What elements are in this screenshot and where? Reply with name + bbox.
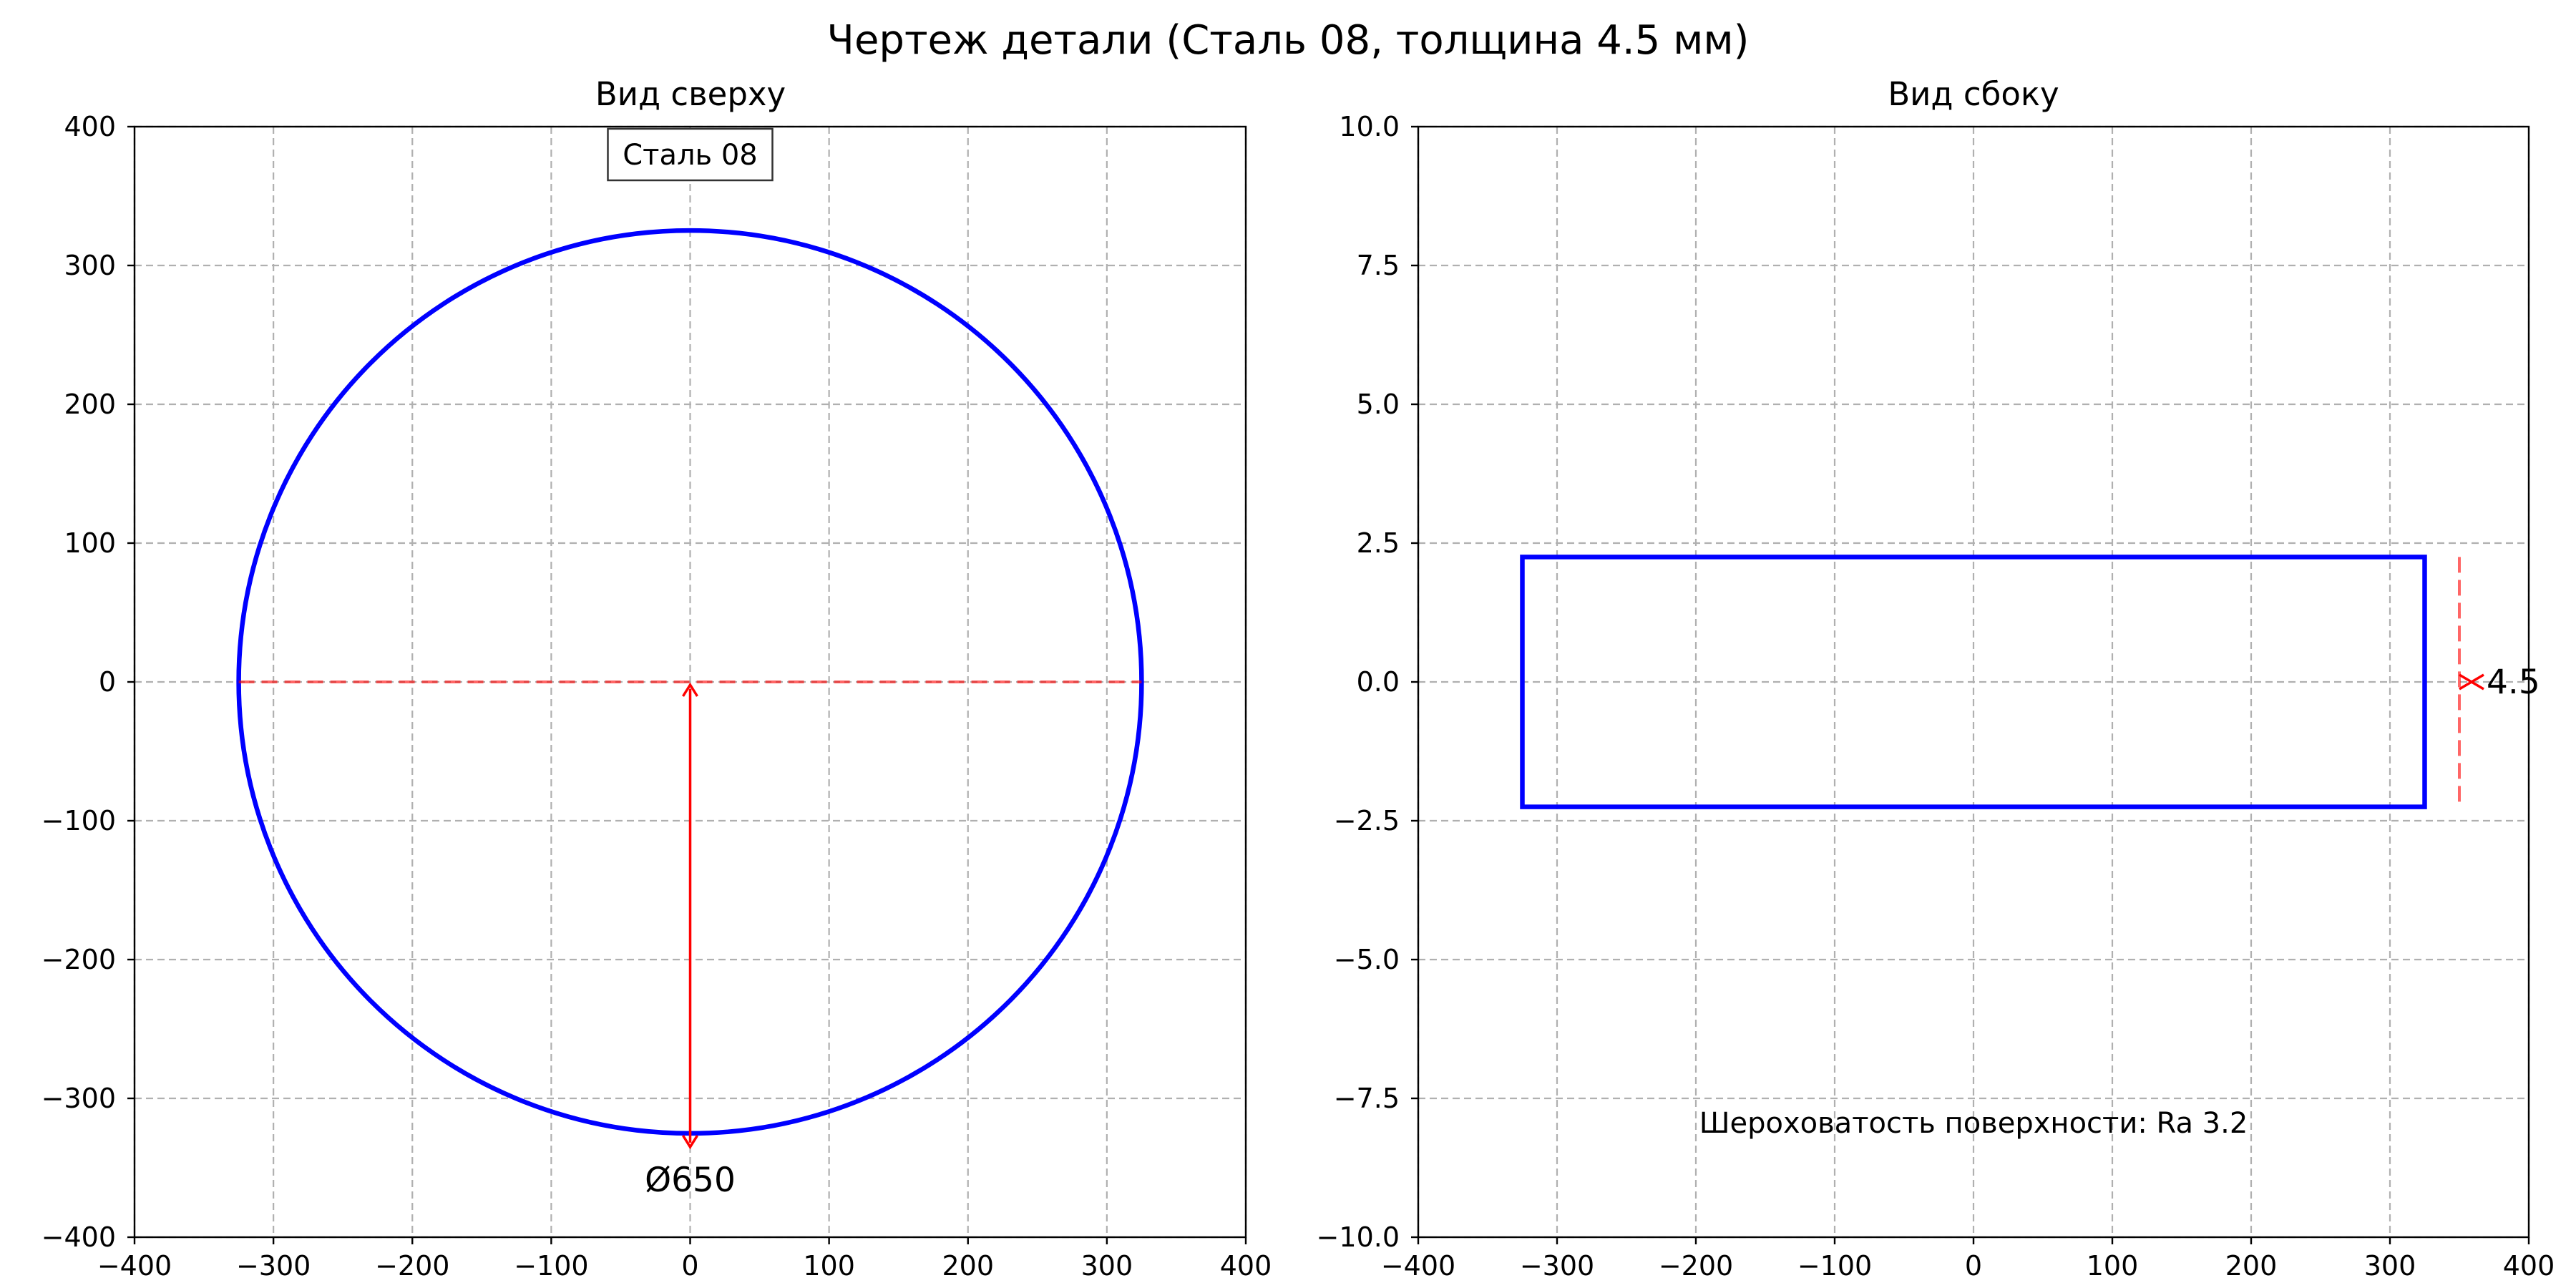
x-tick-label: −300 (236, 1250, 311, 1282)
figure-title: Чертеж детали (Сталь 08, толщина 4.5 мм) (827, 17, 1750, 64)
side-view-axes: Вид сбоку 4.5 Шероховатость поверхности: … (1317, 75, 2555, 1282)
y-tick-label: 5.0 (1357, 389, 1400, 420)
x-tick-label: 0 (1965, 1250, 1982, 1282)
x-tick-label: 100 (803, 1250, 855, 1282)
material-box (607, 127, 774, 182)
y-tick-label: −400 (42, 1221, 116, 1253)
thickness-marker (2459, 673, 2484, 691)
y-tick-label: 300 (64, 250, 116, 281)
top-view-title: Вид сверху (595, 75, 786, 113)
y-tick-label: −200 (42, 944, 116, 975)
x-tick-label: 300 (2364, 1250, 2416, 1282)
x-tick-label: 400 (2503, 1250, 2555, 1282)
top-view-marks: Ø650 Сталь 08 (236, 127, 1144, 1200)
y-tick-label: 200 (64, 389, 116, 420)
side-view-frame (1417, 125, 2530, 1239)
y-tick-label: −10.0 (1317, 1221, 1400, 1253)
x-tick-label: −300 (1520, 1250, 1594, 1282)
y-tick-label: −5.0 (1334, 944, 1400, 975)
x-tick-label: −200 (1659, 1250, 1733, 1282)
x-tick-label: 100 (2087, 1250, 2139, 1282)
y-tick-label: −7.5 (1334, 1083, 1400, 1114)
y-tick-label: 10.0 (1339, 111, 1400, 142)
x-tick-label: −400 (97, 1250, 172, 1282)
part-section-rectangle (1520, 555, 2427, 809)
x-tick-label: 200 (942, 1250, 994, 1282)
thickness-label: 4.5 (2487, 663, 2540, 702)
y-tick-label: −100 (42, 805, 116, 836)
x-tick-label: −100 (514, 1250, 588, 1282)
side-view-ticks: −400 −300 −200 −100 0 100 200 300 400 −10.0 −7.5 −5… (1317, 111, 2555, 1282)
top-view-ticks: −400 −300 −200 −100 0 100 200 300 400 −400 −300 −20… (42, 111, 1272, 1282)
roughness-note: Шероховатость поверхности: Ra 3.2 (1699, 1107, 2248, 1140)
arrowhead-bottom (682, 1134, 698, 1150)
y-tick-label: 2.5 (1357, 527, 1400, 559)
x-tick-label: 0 (681, 1250, 698, 1282)
side-view-title: Вид сбоку (1888, 75, 2059, 113)
y-tick-label: 0.0 (1357, 666, 1400, 698)
y-tick-label: 100 (64, 527, 116, 559)
y-tick-label: −300 (42, 1083, 116, 1114)
y-tick-label: −2.5 (1334, 805, 1400, 836)
y-tick-label: 400 (64, 111, 116, 142)
diameter-label: Ø650 (645, 1161, 736, 1200)
material-label: Сталь 08 (623, 139, 758, 172)
side-view-marks: 4.5 Шероховатость поверхности: Ra 3.2 (1520, 555, 2540, 1140)
y-tick-label: 0 (99, 666, 116, 698)
x-tick-label: −100 (1797, 1250, 1872, 1282)
top-view-frame (133, 125, 1247, 1239)
arrowhead-top (682, 682, 698, 697)
x-tick-label: −200 (375, 1250, 449, 1282)
x-tick-label: 200 (2225, 1250, 2278, 1282)
y-tick-label: 7.5 (1357, 250, 1400, 281)
x-tick-label: −400 (1381, 1250, 1455, 1282)
x-tick-label: 400 (1220, 1250, 1272, 1282)
top-view-axes: Вид сверху Ø650 Сталь 08 −400 −300 −200 −100… (42, 75, 1272, 1282)
x-tick-label: 300 (1081, 1250, 1133, 1282)
